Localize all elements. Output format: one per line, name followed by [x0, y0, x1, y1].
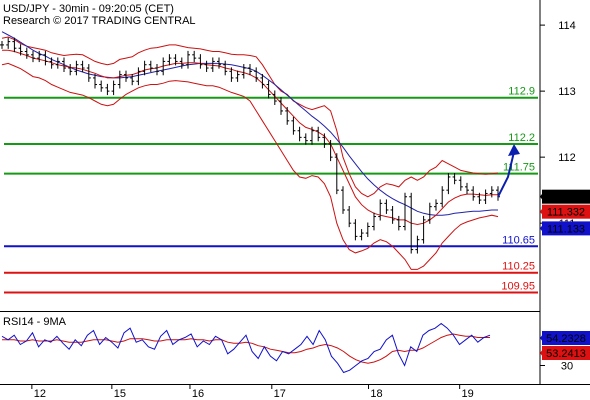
fast-moving-average-line	[2, 49, 498, 226]
support-resistance-levels: 112.9 112.2 111.75 110.65 110.25 109.95	[4, 86, 538, 294]
price-tick-label: 113	[558, 86, 576, 98]
chart-subtitle: Research © 2017 TRADING CENTRAL	[3, 15, 196, 27]
value-flag-label: 111.371	[547, 192, 585, 204]
time-tick-label: 12	[34, 388, 46, 400]
time-axis-ticks: 12 15 16 17 18 19	[31, 384, 474, 400]
time-tick-label: 18	[370, 388, 382, 400]
time-tick-label: 16	[192, 388, 204, 400]
rsi-tick-label: 30	[561, 361, 573, 373]
value-flag-pointer	[540, 334, 543, 342]
value-flag-label: 111.332	[547, 207, 585, 219]
level-label: 112.9	[508, 86, 535, 98]
chart-title: USD/JPY - 30min - 09:20:05 (CET)	[3, 3, 174, 15]
level-label: 112.2	[508, 132, 535, 144]
value-flag-pointer	[540, 349, 543, 357]
rsi-ma-line	[2, 333, 490, 364]
slow-moving-average-line	[1, 31, 498, 216]
level-label: 111.75	[503, 162, 535, 174]
level-label: 110.25	[502, 261, 535, 273]
value-flag-label: 54.2328	[546, 333, 586, 345]
value-flag-pointer	[540, 207, 543, 216]
price-tick-label: 112	[558, 152, 576, 164]
bollinger-upper-line	[1, 36, 499, 198]
bollinger-lower-line	[1, 62, 499, 270]
value-flag-label: 53.2413	[546, 348, 586, 360]
value-flag-label: 111.133	[547, 223, 585, 235]
time-tick-label: 15	[114, 388, 126, 400]
rsi-line	[1, 322, 491, 374]
level-label: 110.65	[502, 234, 535, 246]
value-flag-pointer	[540, 224, 543, 233]
price-value-flags: 111.371 111.332 111.133	[540, 189, 590, 236]
value-flag	[542, 346, 590, 360]
value-flag	[542, 204, 590, 219]
time-tick-label: 19	[462, 388, 474, 400]
price-series	[0, 31, 520, 270]
time-tick-label: 17	[274, 388, 286, 400]
price-tick-label: 114	[558, 20, 576, 32]
value-flag-pointer	[540, 192, 543, 201]
value-flag	[542, 221, 590, 236]
rsi-value-flags: 54.2328 53.2413	[540, 331, 590, 360]
rsi-axis-ticks: 30	[540, 361, 573, 373]
rsi-series	[1, 322, 491, 374]
projection-arrow-line	[497, 151, 515, 198]
value-flag	[542, 189, 590, 204]
value-flag	[542, 331, 590, 345]
projection-arrowhead	[508, 143, 520, 156]
level-label: 109.95	[501, 280, 535, 292]
rsi-title: RSI14 - 9MA	[3, 316, 67, 328]
